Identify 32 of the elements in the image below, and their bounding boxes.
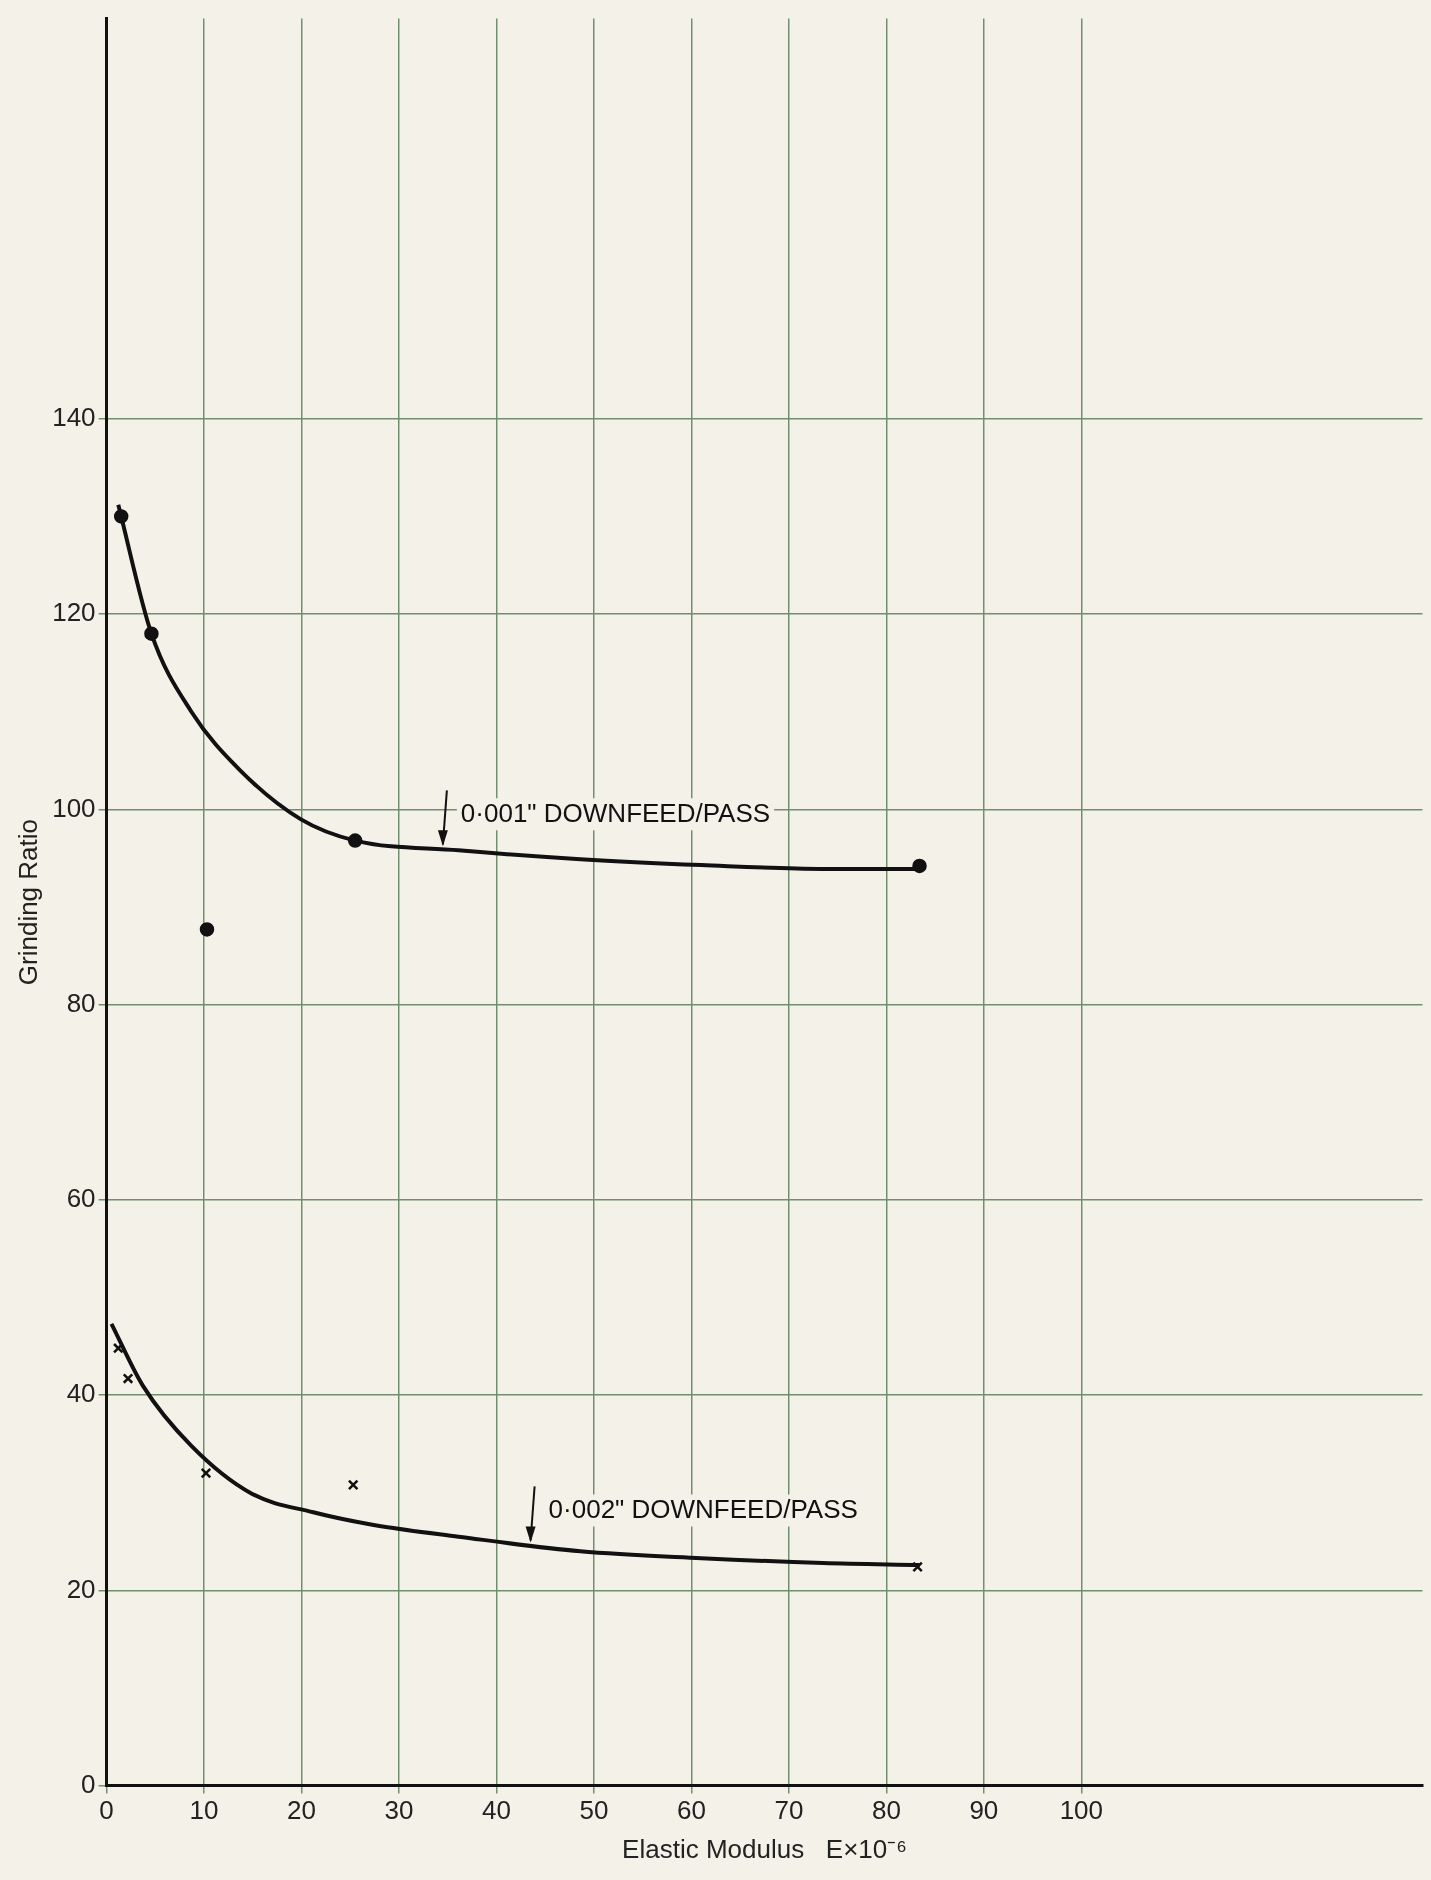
- y-tick-label: 100: [52, 792, 96, 823]
- y-axis-title: Grinding Ratio: [12, 819, 43, 986]
- point: [347, 833, 363, 848]
- x-axis-title: Elastic Modulus E×10⁻⁶: [622, 1833, 907, 1864]
- x-tick-label: 50: [579, 1795, 609, 1826]
- y-tick-label: 20: [66, 1573, 96, 1604]
- y-tick-label: 40: [66, 1378, 96, 1409]
- y-tick-label: 60: [66, 1183, 96, 1214]
- x-tick-label: 70: [774, 1795, 804, 1826]
- x-tick-label: 100: [1059, 1795, 1104, 1826]
- annotation: 0·002" DOWNFEED/PASS: [548, 1493, 858, 1524]
- y-tick-label: 140: [52, 402, 96, 433]
- point: [122, 1373, 134, 1384]
- point: [347, 1479, 359, 1491]
- point: [144, 626, 159, 641]
- x-tick-label: 40: [482, 1795, 511, 1826]
- x-tick-label: 90: [969, 1795, 999, 1826]
- x-tick-label: 60: [676, 1795, 706, 1826]
- x-tick-label: 20: [287, 1795, 316, 1826]
- point: [912, 858, 927, 874]
- point: [113, 509, 129, 524]
- point: [912, 1561, 924, 1573]
- point: [200, 1467, 212, 1479]
- point: [112, 1342, 124, 1354]
- y-tick-label: 120: [52, 597, 96, 628]
- annotation: 0·001" DOWNFEED/PASS: [460, 797, 771, 828]
- x-tick-label: 10: [189, 1795, 219, 1826]
- x-tick-label: 80: [871, 1795, 901, 1826]
- y-tick-label: 80: [66, 987, 96, 1018]
- point: [199, 922, 215, 937]
- y-tick-label: 0: [81, 1768, 96, 1799]
- x-tick-label: 30: [384, 1795, 414, 1826]
